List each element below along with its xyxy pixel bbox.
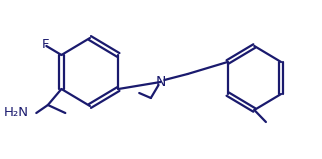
Text: F: F: [42, 38, 49, 52]
Text: N: N: [155, 75, 166, 89]
Text: H₂N: H₂N: [4, 107, 29, 120]
